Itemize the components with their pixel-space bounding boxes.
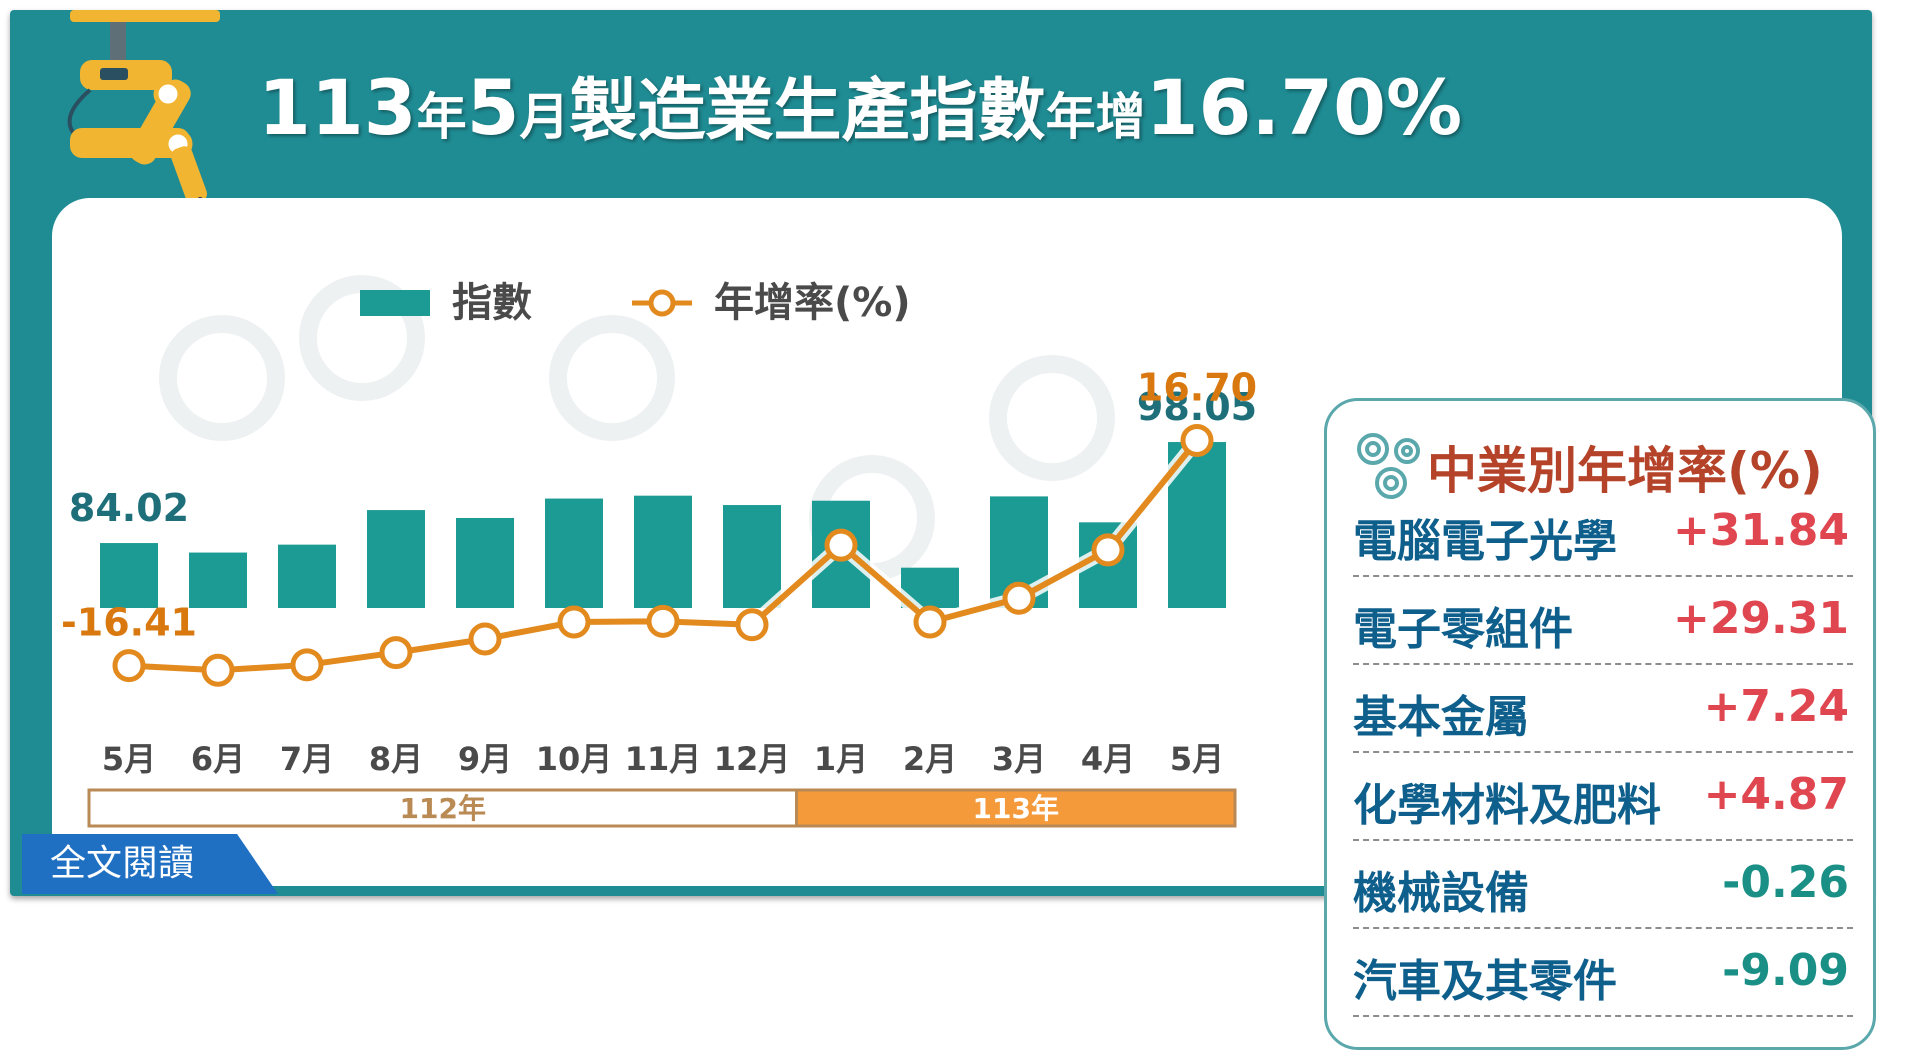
- x-tick-label: 7月: [280, 740, 334, 778]
- background-gear-decoration: [299, 275, 425, 401]
- growth-point: [468, 622, 502, 656]
- industry-growth-panel: 中業別年增率(%) 電腦電子光學 +31.84 電子零組件 +29.31 基本金屬 +7.…: [1324, 398, 1876, 1050]
- title-month-unit: 月: [519, 88, 570, 146]
- background-gear-decoration: [989, 355, 1115, 481]
- x-tick-label: 4月: [1081, 740, 1135, 778]
- chart-svg: 84.02 98.05 -16.41 16.70 5月 6月 7月 8月 9月 10月 11月 12月…: [61, 275, 1257, 828]
- industry-name: 機械設備: [1353, 868, 1529, 919]
- x-tick-label: 12月: [714, 740, 791, 778]
- year-band-label: 113年: [973, 792, 1059, 825]
- growth-point: [824, 528, 858, 562]
- index-bar: [189, 552, 247, 608]
- x-tick-label: 5月: [102, 740, 156, 778]
- growth-point: [557, 605, 591, 639]
- chart-panel: 84.02 98.05 -16.41 16.70 5月 6月 7月 8月 9月 10月 11月 12月…: [52, 198, 1876, 1050]
- legend-growth-marker: [648, 289, 676, 317]
- growth-point: [201, 653, 235, 687]
- growth-point: [1091, 533, 1125, 567]
- x-tick-label: 8月: [369, 740, 423, 778]
- growth-point: [379, 636, 413, 670]
- read-full-text-button[interactable]: 全文閱讀: [22, 834, 278, 894]
- x-tick-label: 6月: [191, 740, 245, 778]
- index-bar: [545, 498, 603, 608]
- title-year: 113: [258, 63, 417, 152]
- index-bar: [278, 544, 336, 608]
- index-bar: [723, 505, 781, 608]
- x-tick-label: 2月: [903, 740, 957, 778]
- industry-growth-value: -9.09: [1722, 945, 1849, 996]
- legend-growth-label: 年增率(%): [714, 280, 911, 326]
- x-tick-label: 10月: [536, 740, 613, 778]
- x-tick-label: 11月: [625, 740, 702, 778]
- year-band: [87, 788, 798, 828]
- x-tick-label: 3月: [992, 740, 1046, 778]
- industry-name: 電腦電子光學: [1353, 516, 1617, 567]
- page-title: 113年5月製造業生產指數年增16.70%: [258, 70, 1462, 146]
- industry-growth-value: +29.31: [1672, 593, 1849, 644]
- growth-point: [1002, 581, 1036, 615]
- infographic-frame: 113年5月製造業生產指數年增16.70% 84.02 98.05 -16.41 16…: [10, 10, 1876, 1050]
- data-label: -16.41: [61, 601, 197, 645]
- background-gear-decoration: [549, 315, 675, 441]
- industry-growth-value: +7.24: [1703, 681, 1849, 732]
- data-label: 84.02: [69, 486, 189, 530]
- robot-arm-icon: [67, 10, 220, 229]
- industry-row: 基本金屬 +7.24: [1353, 665, 1853, 753]
- title-year-unit: 年: [416, 88, 467, 146]
- industry-name: 汽車及其零件: [1353, 956, 1617, 1007]
- industry-growth-value: -0.26: [1722, 857, 1849, 908]
- growth-point: [913, 605, 947, 639]
- index-bar: [367, 510, 425, 608]
- industry-name: 化學材料及肥料: [1353, 780, 1661, 831]
- title-main: 製造業生產指數: [569, 72, 1046, 151]
- industry-row: 汽車及其零件 -9.09: [1353, 929, 1853, 1017]
- x-tick-label: 1月: [814, 740, 868, 778]
- legend-index-label: 指數: [452, 280, 532, 326]
- x-tick-label: 9月: [458, 740, 512, 778]
- industry-row: 機械設備 -0.26: [1353, 841, 1853, 929]
- industry-growth-value: +4.87: [1703, 769, 1849, 820]
- industry-row: 電腦電子光學 +31.84: [1353, 489, 1853, 577]
- data-label: 16.70: [1137, 365, 1257, 409]
- industry-row: 電子零組件 +29.31: [1353, 577, 1853, 665]
- legend-index-swatch: [360, 290, 430, 316]
- background-gear-decoration: [159, 315, 285, 441]
- growth-point: [290, 648, 324, 682]
- year-band-label: 112年: [400, 792, 486, 825]
- data-label: 98.05: [1137, 385, 1257, 429]
- growth-point: [646, 604, 680, 638]
- industry-row: 化學材料及肥料 +4.87: [1353, 753, 1853, 841]
- title-growth-word: 年增: [1045, 88, 1146, 146]
- year-band: [795, 788, 1237, 828]
- x-tick-label: 5月: [1170, 740, 1224, 778]
- index-bar: [100, 543, 158, 608]
- industry-panel-title: 中業別年增率(%): [1427, 442, 1823, 500]
- gears-icon: [1357, 433, 1420, 499]
- growth-point: [112, 649, 146, 683]
- index-bar: [634, 495, 692, 608]
- title-growth-value: 16.70%: [1145, 63, 1463, 152]
- growth-point: [1180, 423, 1214, 457]
- industry-name: 基本金屬: [1353, 692, 1529, 743]
- index-bar: [456, 518, 514, 608]
- growth-point: [735, 608, 769, 642]
- industry-growth-value: +31.84: [1672, 505, 1849, 556]
- title-month: 5: [466, 63, 520, 152]
- industry-name: 電子零組件: [1353, 604, 1573, 655]
